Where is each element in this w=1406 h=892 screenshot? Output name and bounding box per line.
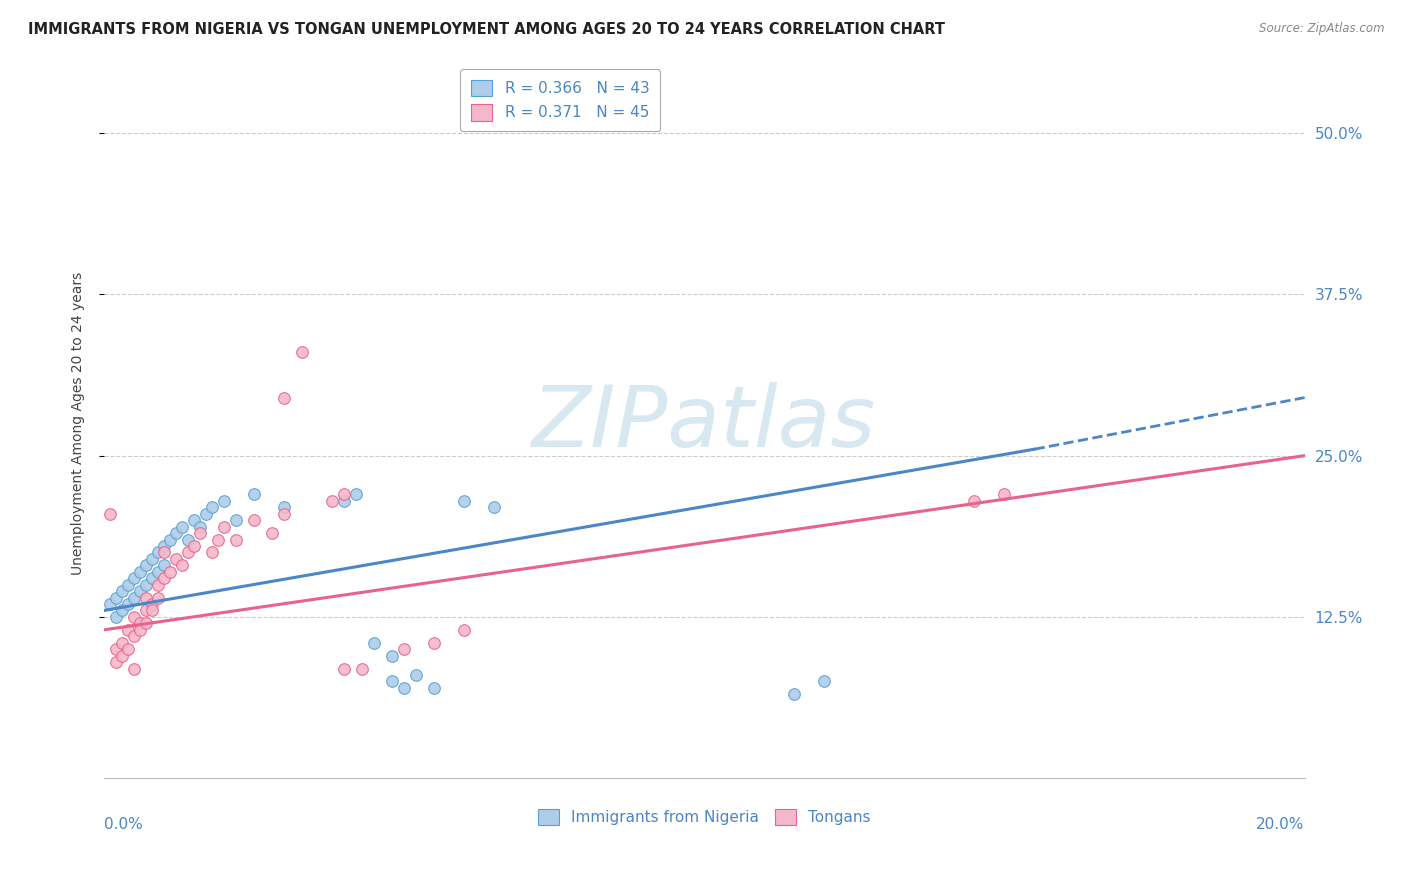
Point [170, 519, 193, 533]
Point [135, 591, 157, 605]
Point [291, 345, 314, 359]
Point [188, 526, 211, 541]
Point [98, 597, 121, 611]
Point [129, 584, 152, 599]
Point [212, 519, 235, 533]
Text: 0.0%: 0.0% [104, 817, 143, 832]
Point [111, 636, 134, 650]
Point [405, 668, 427, 682]
Point [165, 552, 187, 566]
Point [146, 591, 169, 605]
Point [273, 500, 295, 515]
Point [129, 565, 152, 579]
Point [392, 681, 415, 695]
Point [117, 623, 139, 637]
Point [135, 616, 157, 631]
Point [243, 513, 266, 527]
Point [141, 603, 163, 617]
Point [111, 603, 134, 617]
Point [105, 655, 128, 669]
Point [129, 616, 152, 631]
Point [98, 507, 121, 521]
Point [105, 642, 128, 657]
Point [122, 591, 145, 605]
Point [153, 539, 176, 553]
Point [963, 493, 986, 508]
Point [105, 610, 128, 624]
Point [201, 500, 224, 515]
Point [183, 513, 205, 527]
Y-axis label: Unemployment Among Ages 20 to 24 years: Unemployment Among Ages 20 to 24 years [72, 272, 86, 575]
Point [165, 526, 187, 541]
Point [453, 623, 475, 637]
Point [177, 545, 200, 559]
Point [146, 565, 169, 579]
Point [363, 636, 385, 650]
Point [783, 687, 806, 701]
Point [813, 674, 835, 689]
Text: 20.0%: 20.0% [1257, 817, 1305, 832]
Point [117, 597, 139, 611]
Point [117, 642, 139, 657]
Point [212, 493, 235, 508]
Point [183, 539, 205, 553]
Point [129, 623, 152, 637]
Point [146, 545, 169, 559]
Point [321, 493, 343, 508]
Point [146, 577, 169, 591]
Point [105, 591, 128, 605]
Point [392, 642, 415, 657]
Point [333, 487, 356, 501]
Point [423, 636, 446, 650]
Point [381, 674, 404, 689]
Point [122, 629, 145, 643]
Point [423, 681, 446, 695]
Point [122, 571, 145, 585]
Point [352, 661, 374, 675]
Point [153, 558, 176, 573]
Point [262, 526, 284, 541]
Point [141, 552, 163, 566]
Point [122, 610, 145, 624]
Point [273, 507, 295, 521]
Point [195, 507, 218, 521]
Point [122, 661, 145, 675]
Point [170, 558, 193, 573]
Point [159, 565, 181, 579]
Point [333, 493, 356, 508]
Point [153, 545, 176, 559]
Point [381, 648, 404, 663]
Point [993, 487, 1015, 501]
Point [482, 500, 505, 515]
Point [333, 661, 356, 675]
Point [225, 533, 247, 547]
Point [141, 571, 163, 585]
Point [225, 513, 247, 527]
Point [135, 577, 157, 591]
Point [273, 391, 295, 405]
Point [201, 545, 224, 559]
Text: Source: ZipAtlas.com: Source: ZipAtlas.com [1260, 22, 1385, 36]
Legend: Immigrants from Nigeria, Tongans: Immigrants from Nigeria, Tongans [529, 799, 880, 834]
Point [141, 597, 163, 611]
Point [177, 533, 200, 547]
Point [159, 533, 181, 547]
Point [135, 603, 157, 617]
Point [207, 533, 229, 547]
Point [243, 487, 266, 501]
Point [453, 493, 475, 508]
Point [111, 584, 134, 599]
Point [188, 519, 211, 533]
Text: IMMIGRANTS FROM NIGERIA VS TONGAN UNEMPLOYMENT AMONG AGES 20 TO 24 YEARS CORRELA: IMMIGRANTS FROM NIGERIA VS TONGAN UNEMPL… [28, 22, 945, 37]
Point [117, 577, 139, 591]
Point [153, 571, 176, 585]
Text: ZIPatlas: ZIPatlas [533, 382, 876, 465]
Point [344, 487, 367, 501]
Point [135, 558, 157, 573]
Point [111, 648, 134, 663]
